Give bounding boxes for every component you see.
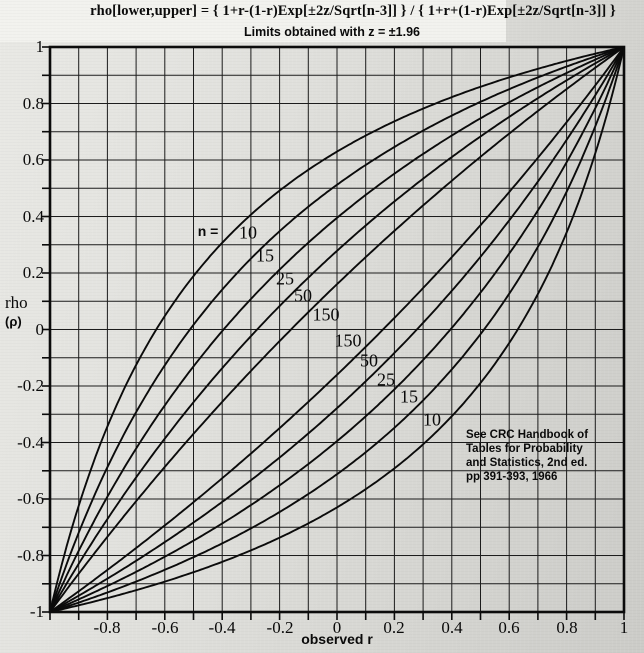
curve-n50-upper bbox=[49, 46, 625, 613]
curve-n150-lower bbox=[49, 46, 625, 613]
curve-n15-upper bbox=[49, 46, 625, 613]
x-axis-label: observed r bbox=[301, 631, 373, 647]
chart-title: rho[lower,upper] = { 1+r-(1-r)Exp[±2z/Sq… bbox=[90, 3, 616, 19]
curve-n10-upper bbox=[49, 46, 625, 613]
title-background-patch bbox=[0, 0, 506, 42]
curve-n15-lower bbox=[49, 46, 625, 613]
plot-border bbox=[48, 45, 626, 614]
curve-n10-lower bbox=[49, 46, 625, 613]
confidence-curves bbox=[49, 46, 625, 613]
axis-ticks bbox=[42, 46, 625, 620]
curve-n150-upper bbox=[49, 46, 625, 613]
chart-subtitle: Limits obtained with z = ±1.96 bbox=[244, 25, 420, 39]
grid-lines bbox=[50, 47, 624, 612]
y-axis-label-line2: (ρ) bbox=[5, 314, 22, 329]
curve-n25-lower bbox=[49, 46, 625, 613]
y-axis-label-line1: rho bbox=[5, 293, 28, 312]
curve-n25-upper bbox=[49, 46, 625, 613]
curve-n50-lower bbox=[49, 46, 625, 613]
y-axis-label: rho (ρ) bbox=[5, 293, 49, 331]
